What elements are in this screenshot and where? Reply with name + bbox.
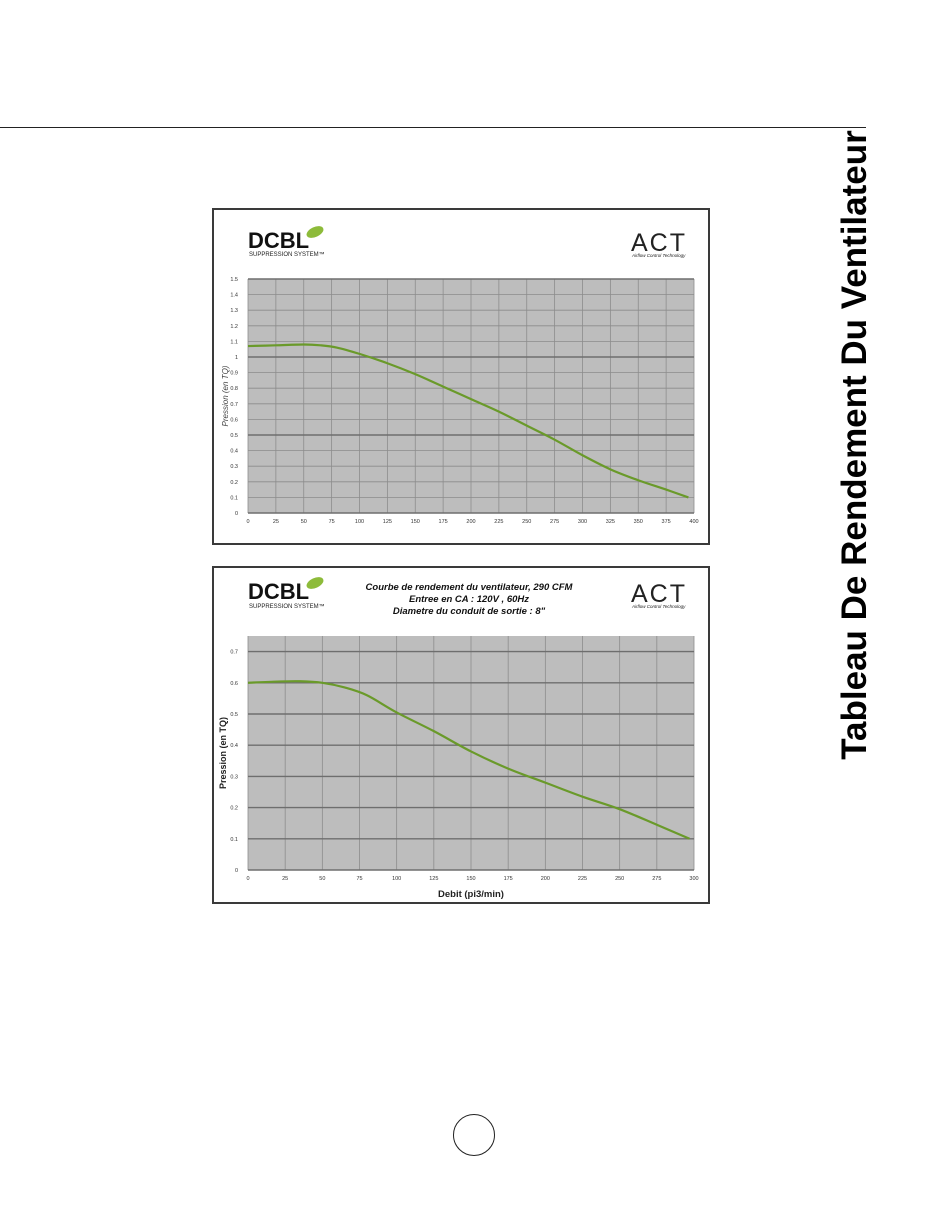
y-tick-label: 1.3 [230, 308, 238, 314]
y-tick-label: 0.8 [230, 386, 238, 392]
dcbl-sub-text: SUPPRESSION SYSTEM™ [249, 603, 325, 610]
header-rule [0, 127, 866, 128]
y-tick-label: 1.5 [230, 277, 238, 283]
chart-title: Courbe de rendement du ventilateur, 290 … [366, 582, 574, 617]
x-tick-label: 125 [429, 876, 438, 882]
y-tick-label: 0.3 [230, 464, 238, 470]
y-tick-label: 0.5 [230, 712, 238, 718]
y-axis-label: Pression (en TQ) [221, 365, 230, 426]
series-line [247, 343, 689, 499]
y-tick-label: 0.4 [230, 743, 238, 749]
dcbl-sub-text: SUPPRESSION SYSTEM™ [249, 251, 325, 258]
act-brand-text: ACT [631, 580, 687, 608]
x-tick-label: 25 [273, 519, 279, 525]
x-tick-label: 250 [615, 876, 624, 882]
fan-curve-chart-2: DCBL SUPPRESSION SYSTEM™ Courbe de rende… [212, 566, 710, 904]
x-tick-label: 75 [329, 519, 335, 525]
y-tick-label: 0.6 [230, 417, 238, 423]
leaf-shape [306, 226, 324, 238]
page-side-title: Tableau De Rendement Du Ventilateur [835, 130, 874, 760]
act-logo-icon: ACT Airflow Control Technology [631, 580, 687, 609]
y-tick-label: 0.1 [230, 495, 238, 501]
x-tick-label: 275 [550, 519, 559, 525]
y-tick-label: 0.7 [230, 402, 238, 408]
chart-title-line-3: Diametre du conduit de sortie : 8" [393, 606, 546, 617]
x-tick-label: 400 [689, 519, 698, 525]
x-tick-label: 0 [246, 876, 249, 882]
x-tick-label: 100 [392, 876, 401, 882]
x-tick-label: 25 [282, 876, 288, 882]
page-number-circle [453, 1114, 495, 1156]
x-tick-label: 125 [383, 519, 392, 525]
x-tick-label: 300 [689, 876, 698, 882]
x-tick-labels: 0 25 50 75 100 125 150 175 200 225 250 275 300 [246, 876, 698, 882]
y-tick-label: 1.2 [230, 324, 238, 330]
x-tick-label: 50 [301, 519, 307, 525]
y-tick-labels: 0 0.1 0.2 0.3 0.4 0.5 0.6 0.7 [230, 650, 238, 874]
dcbl-leaf-logo-icon: DCBL SUPPRESSION SYSTEM™ [248, 226, 325, 258]
chart-1-svg: DCBL SUPPRESSION SYSTEM™ ACT Airflow Con… [221, 226, 699, 525]
y-tick-label: 0 [235, 868, 238, 874]
y-tick-label: 0.3 [230, 774, 238, 780]
x-tick-label: 325 [606, 519, 615, 525]
x-tick-label: 275 [652, 876, 661, 882]
dcbl-brand-text: DCBL [248, 228, 309, 253]
x-tick-label: 175 [504, 876, 513, 882]
x-tick-label: 300 [578, 519, 587, 525]
x-tick-label: 200 [466, 519, 475, 525]
x-tick-label: 50 [319, 876, 325, 882]
x-tick-label: 100 [355, 519, 364, 525]
series-line [247, 680, 690, 840]
act-sub-text: Airflow Control Technology [631, 604, 686, 609]
x-tick-label: 225 [494, 519, 503, 525]
x-tick-labels: 0 25 50 75 100 125 150 175 200 225 250 275 300 325 350… [246, 519, 698, 525]
y-tick-label: 0.2 [230, 480, 238, 486]
x-tick-label: 0 [246, 519, 249, 525]
y-tick-label: 1 [235, 355, 238, 361]
y-tick-label: 0 [235, 511, 238, 517]
grid-lines [247, 278, 695, 514]
act-sub-text: Airflow Control Technology [631, 253, 686, 258]
act-brand-text: ACT [631, 229, 687, 257]
x-tick-label: 175 [439, 519, 448, 525]
y-tick-label: 1.4 [230, 293, 238, 299]
y-tick-label: 0.2 [230, 806, 238, 812]
x-tick-label: 150 [466, 876, 475, 882]
x-tick-label: 350 [634, 519, 643, 525]
y-tick-label: 1.1 [230, 339, 238, 345]
dcbl-leaf-logo-icon: DCBL SUPPRESSION SYSTEM™ [248, 577, 325, 610]
x-axis-label: Debit (pi3/min) [438, 889, 504, 900]
grid-lines [247, 636, 695, 871]
chart-2-svg: DCBL SUPPRESSION SYSTEM™ Courbe de rende… [218, 577, 699, 900]
chart-title-line-2: Entree en CA : 120V , 60Hz [409, 594, 529, 605]
fan-curve-chart-1: DCBL SUPPRESSION SYSTEM™ ACT Airflow Con… [212, 208, 710, 545]
x-tick-label: 150 [411, 519, 420, 525]
x-tick-label: 75 [356, 876, 362, 882]
chart-title-line-1: Courbe de rendement du ventilateur, 290 … [366, 582, 574, 593]
y-tick-label: 0.7 [230, 650, 238, 656]
y-tick-label: 0.5 [230, 433, 238, 439]
y-axis-label: Pression (en TQ) [218, 717, 228, 789]
x-tick-label: 375 [662, 519, 671, 525]
y-tick-label: 0.1 [230, 837, 238, 843]
y-tick-label: 0.4 [230, 449, 238, 455]
y-tick-labels: 0 0.1 0.2 0.3 0.4 0.5 0.6 0.7 0.8 0.9 1 1.1 1.2 1.3 1.… [230, 277, 238, 517]
dcbl-brand-text: DCBL [248, 579, 309, 604]
y-tick-label: 0.6 [230, 681, 238, 687]
act-logo-icon: ACT Airflow Control Technology [631, 229, 687, 258]
leaf-shape [306, 577, 324, 589]
x-tick-label: 250 [522, 519, 531, 525]
x-tick-label: 200 [541, 876, 550, 882]
x-tick-label: 225 [578, 876, 587, 882]
y-tick-label: 0.9 [230, 371, 238, 377]
